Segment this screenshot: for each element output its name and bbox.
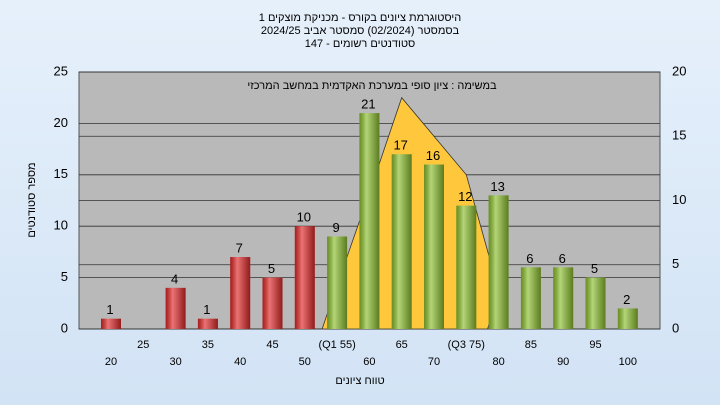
title-line: סטודנטים רשומים - 147 xyxy=(305,38,416,50)
bar-shade xyxy=(101,318,121,329)
bar-shade xyxy=(165,287,186,329)
y2-tick-label: 15 xyxy=(672,128,686,143)
value-label: 7 xyxy=(236,240,243,255)
y2-tick-label: 10 xyxy=(672,192,686,207)
x-axis-label: טווח ציונים xyxy=(335,375,384,387)
x-tick-label: 70 xyxy=(428,356,440,368)
x-tick-label: 95 xyxy=(589,339,601,351)
value-label: 13 xyxy=(490,179,504,194)
x-tick-label: 80 xyxy=(492,356,504,368)
bar-shade xyxy=(424,164,444,329)
value-label: 1 xyxy=(106,302,113,317)
x-tick-label: 20 xyxy=(105,356,117,368)
x-tick-label: 60 xyxy=(363,356,375,368)
bar-shade xyxy=(197,318,218,329)
bar-shade xyxy=(262,277,283,329)
y2-tick-label: 5 xyxy=(672,256,679,271)
y-tick-label: 20 xyxy=(54,115,68,130)
value-label: 6 xyxy=(526,251,533,266)
value-label: 1 xyxy=(203,302,210,317)
value-label: 5 xyxy=(591,261,598,276)
x-tick-label: 90 xyxy=(557,356,569,368)
x-tick-label: 35 xyxy=(202,339,214,351)
value-label: 5 xyxy=(268,261,275,276)
bar-shade xyxy=(520,267,541,329)
x-tick-label: 45 xyxy=(266,339,278,351)
x-tick-label: 100 xyxy=(619,356,637,368)
bar-shade xyxy=(327,236,348,329)
title-line: בסמסטר (02/2024) סמסטר אביב 2024/25 xyxy=(261,25,460,37)
y-axis-label: מספר סטודנטים xyxy=(26,162,38,237)
x-tick-label: 25 xyxy=(137,339,149,351)
x-tick-label: (Q3 75) xyxy=(448,339,485,351)
x-tick-label: 65 xyxy=(396,339,408,351)
bar-shade xyxy=(617,308,638,329)
y-tick-label: 10 xyxy=(54,218,68,233)
y-tick-label: 25 xyxy=(54,63,68,78)
value-label: 17 xyxy=(393,138,407,153)
value-label: 12 xyxy=(458,189,472,204)
y-tick-label: 15 xyxy=(54,166,68,181)
value-label: 21 xyxy=(361,97,375,112)
bar-shade xyxy=(585,277,606,329)
value-label: 16 xyxy=(426,148,440,163)
bar-shade xyxy=(456,205,477,329)
value-label: 4 xyxy=(171,271,178,286)
bar-shade xyxy=(230,257,251,329)
y2-tick-label: 20 xyxy=(672,63,686,78)
value-label: 10 xyxy=(297,210,311,225)
bar-shade xyxy=(488,195,509,329)
y-tick-label: 0 xyxy=(61,320,68,335)
x-tick-label: 50 xyxy=(299,356,311,368)
value-label: 2 xyxy=(623,292,630,307)
x-tick-label: 40 xyxy=(234,356,246,368)
title-line: היסטוגרמת ציונים בקורס - מכניקת מוצקים 1 xyxy=(259,12,461,24)
bar-shade xyxy=(553,267,574,329)
y2-tick-label: 0 xyxy=(672,320,679,335)
x-tick-label: (Q1 55) xyxy=(318,339,355,351)
bar-shade xyxy=(359,113,380,330)
value-label: 9 xyxy=(332,220,339,235)
annotation: במשימה : ציון סופי במערכת האקדמית במחשב … xyxy=(247,80,497,92)
x-tick-label: 85 xyxy=(525,339,537,351)
y-tick-label: 5 xyxy=(61,269,68,284)
x-tick-label: 30 xyxy=(169,356,181,368)
value-label: 6 xyxy=(559,251,566,266)
bar-shade xyxy=(294,226,315,329)
bar-shade xyxy=(391,154,412,329)
